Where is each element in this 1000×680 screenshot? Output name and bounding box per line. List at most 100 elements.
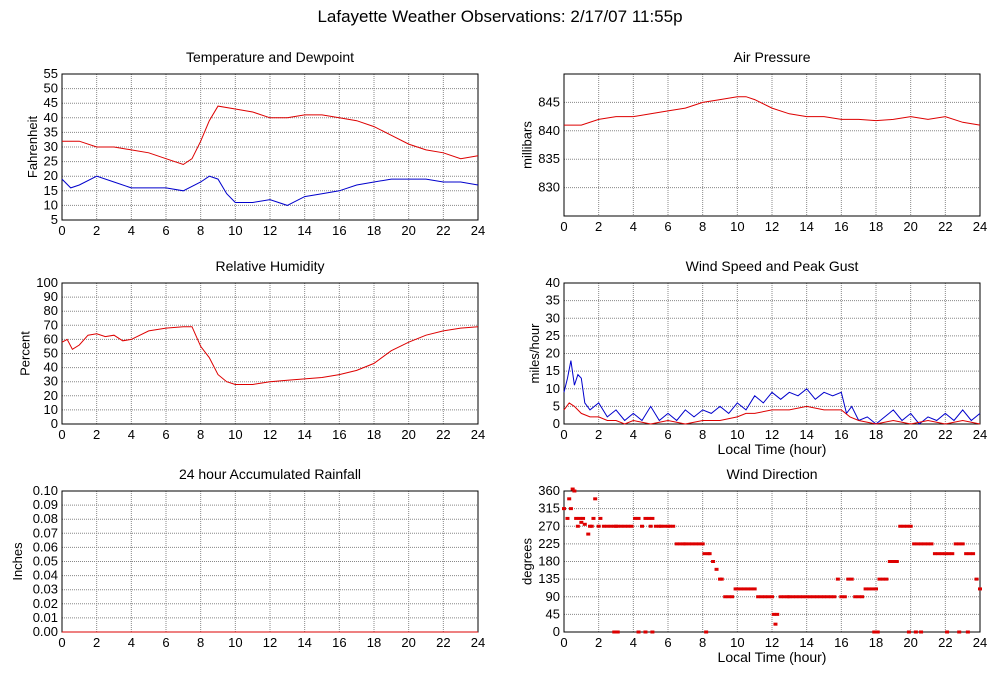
data-point	[828, 595, 833, 599]
page-title: Lafayette Weather Observations: 2/17/07 …	[317, 7, 683, 26]
x-tick-label: 18	[367, 427, 381, 442]
data-point	[919, 630, 924, 634]
y-tick-label: 40	[44, 110, 58, 125]
data-point	[790, 595, 795, 599]
data-point	[653, 524, 658, 528]
x-tick-label: 0	[560, 219, 567, 234]
chart-title: Wind Direction	[726, 466, 817, 482]
y-tick-label: 0.05	[33, 554, 58, 569]
data-point	[643, 630, 648, 634]
data-point	[596, 524, 601, 528]
x-tick-label: 10	[228, 635, 242, 650]
data-point	[922, 542, 927, 546]
y-tick-label: 20	[546, 346, 560, 361]
x-tick-label: 18	[869, 427, 883, 442]
data-point	[913, 630, 918, 634]
data-point	[818, 595, 823, 599]
data-point	[957, 630, 962, 634]
x-tick-label: 2	[93, 427, 100, 442]
y-tick-label: 30	[44, 374, 58, 389]
x-tick-label: 22	[436, 635, 450, 650]
y-tick-label: 0.07	[33, 525, 58, 540]
data-point	[707, 552, 712, 556]
x-tick-label: 8	[699, 219, 706, 234]
data-point	[926, 542, 930, 546]
y-tick-label: 315	[538, 501, 560, 516]
y-tick-label: 50	[44, 81, 58, 96]
data-point	[574, 516, 579, 520]
x-tick-label: 20	[903, 427, 917, 442]
data-point	[763, 595, 768, 599]
y-tick-label: 45	[546, 606, 560, 621]
y-tick-label: 0.04	[33, 568, 58, 583]
x-tick-label: 12	[263, 223, 277, 238]
x-tick-label: 0	[560, 427, 567, 442]
data-point	[797, 595, 802, 599]
x-tick-label: 16	[332, 635, 346, 650]
y-tick-label: 270	[538, 518, 560, 533]
data-point	[711, 560, 716, 563]
x-tick-label: 6	[664, 635, 671, 650]
x-tick-label: 10	[730, 219, 744, 234]
data-point	[835, 577, 840, 581]
data-point	[579, 520, 584, 524]
data-point	[662, 524, 667, 528]
x-tick-label: 16	[834, 219, 848, 234]
y-axis-label: miles/hour	[527, 323, 542, 384]
x-tick-label: 12	[765, 635, 779, 650]
data-point	[901, 524, 906, 528]
data-point	[863, 587, 868, 591]
data-point	[742, 587, 747, 591]
data-point	[719, 577, 724, 581]
y-tick-label: 25	[546, 328, 560, 343]
data-point	[846, 577, 851, 581]
data-point	[884, 577, 889, 581]
data-point	[912, 542, 917, 546]
data-point	[849, 577, 854, 581]
data-point	[683, 542, 688, 546]
chart-title: Temperature and Dewpoint	[186, 49, 354, 65]
y-tick-label: 5	[51, 212, 58, 227]
y-tick-label: 25	[44, 154, 58, 169]
chart-title: Wind Speed and Peak Gust	[686, 258, 859, 274]
data-point	[759, 595, 764, 599]
x-tick-label: 4	[630, 635, 637, 650]
y-tick-label: 30	[44, 139, 58, 154]
data-point	[960, 542, 965, 546]
y-tick-label: 830	[538, 180, 560, 195]
data-point	[953, 542, 958, 546]
y-tick-label: 10	[44, 402, 58, 417]
x-tick-label: 22	[436, 427, 450, 442]
data-point	[887, 560, 892, 563]
data-point	[629, 524, 634, 528]
x-tick-label: 12	[263, 635, 277, 650]
data-point	[877, 577, 882, 581]
y-tick-label: 40	[44, 360, 58, 375]
chart-title: Relative Humidity	[216, 258, 325, 274]
data-point	[794, 595, 799, 599]
y-tick-label: 90	[44, 289, 58, 304]
x-tick-label: 0	[58, 427, 65, 442]
x-tick-label: 20	[903, 635, 917, 650]
series-line	[62, 105, 479, 166]
data-point	[735, 587, 740, 591]
x-tick-label: 18	[367, 223, 381, 238]
data-point	[978, 587, 982, 591]
y-tick-label: 80	[44, 303, 58, 318]
data-point	[615, 524, 620, 528]
data-point	[714, 567, 719, 571]
data-point	[872, 630, 877, 634]
data-point	[775, 612, 780, 616]
data-point	[601, 524, 606, 528]
data-point	[636, 516, 641, 520]
series-line	[563, 402, 981, 425]
data-point	[853, 595, 858, 599]
data-point	[974, 577, 979, 581]
data-point	[572, 489, 577, 493]
series-line	[61, 175, 479, 206]
y-axis-label: Inches	[10, 542, 25, 581]
data-point	[860, 595, 865, 599]
